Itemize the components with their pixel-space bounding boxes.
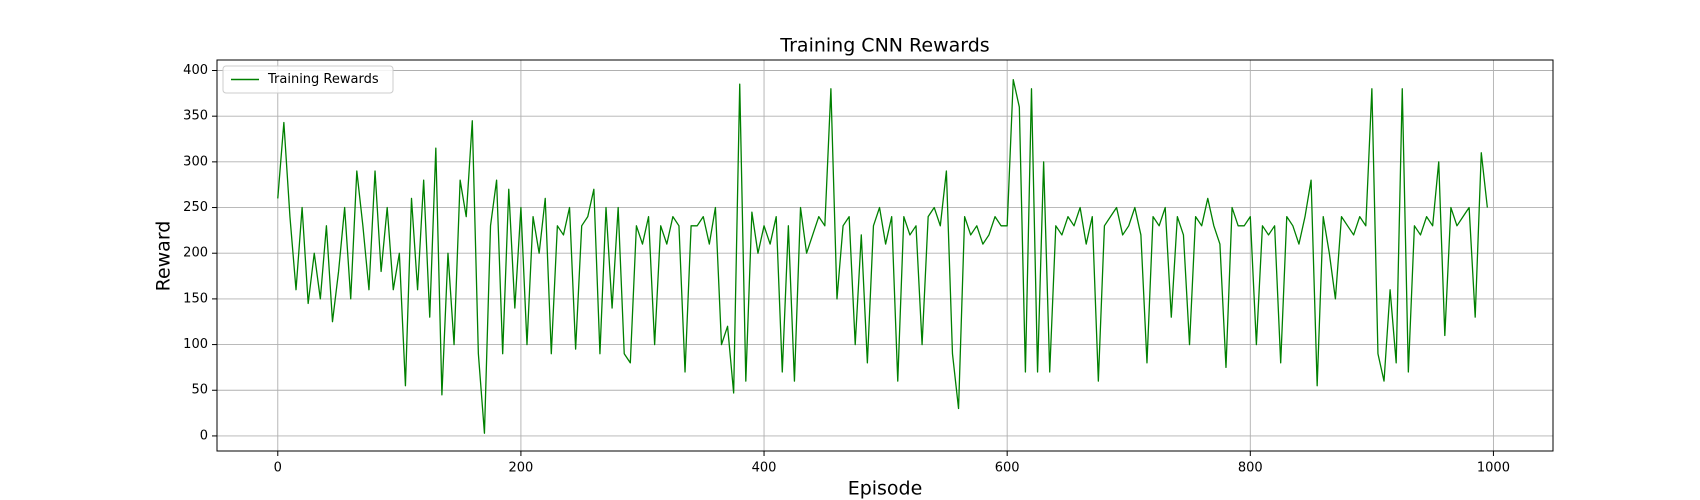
x-tick-label: 1000	[1477, 461, 1510, 476]
y-tick-label: 150	[183, 291, 208, 306]
line-series	[277, 78, 1488, 434]
y-tick-label: 0	[200, 428, 208, 443]
chart-title: Training CNN Rewards	[779, 35, 989, 57]
x-tick-label: 200	[508, 461, 533, 476]
legend-box	[222, 65, 394, 94]
y-tick-label: 300	[183, 154, 208, 169]
y-tick-label: 50	[191, 383, 208, 398]
legend-label: Training Rewards	[267, 72, 379, 87]
x-tick-label: 600	[995, 461, 1020, 476]
y-tick-label: 100	[183, 337, 208, 352]
x-tick-label: 0	[274, 461, 282, 476]
x-tick-label: 800	[1238, 461, 1263, 476]
y-tick-label: 200	[183, 246, 208, 261]
y-tick-label: 250	[183, 200, 208, 215]
y-tick-label: 400	[183, 63, 208, 78]
y-axis-label: Reward	[153, 221, 175, 292]
plot-frame	[216, 59, 1554, 452]
y-tick-label: 350	[183, 109, 208, 124]
x-axis-label: Episode	[848, 478, 923, 500]
x-tick-label: 400	[752, 461, 777, 476]
